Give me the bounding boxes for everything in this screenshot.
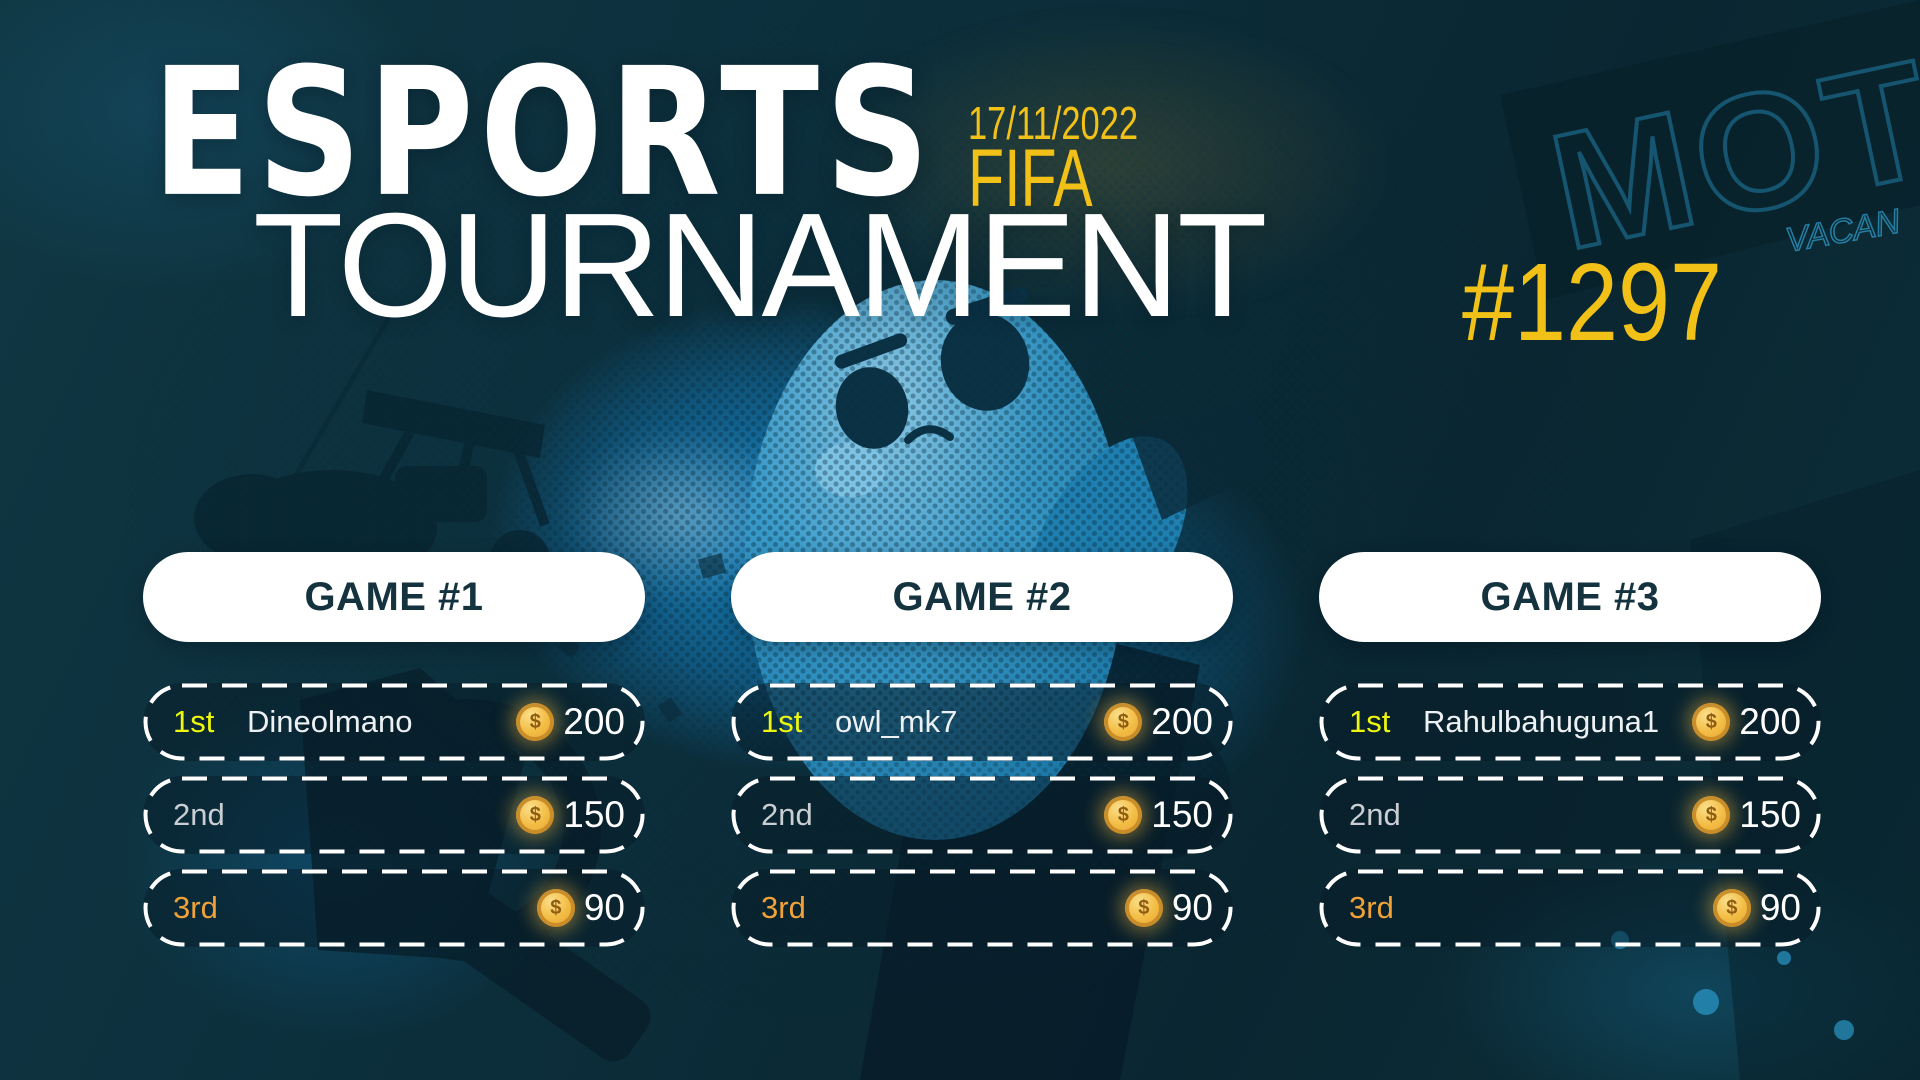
game-column-2: GAME #2 1st owl_mk7 $ 200 2nd $	[731, 552, 1233, 947]
prize-amount: 90	[583, 887, 625, 928]
prize-amount: 200	[1739, 701, 1801, 742]
prize-value: $ 90	[1712, 887, 1801, 929]
prize-value: $ 200	[1104, 701, 1213, 743]
tournament-number: #1297	[1462, 241, 1723, 364]
coin-icon: $	[536, 889, 575, 927]
prize-amount: 90	[1171, 887, 1213, 928]
poster-title-line1: ESPORTS	[152, 30, 936, 237]
coin-icon: $	[1104, 796, 1143, 834]
coin-icon: $	[516, 703, 555, 741]
featured-game-title: FIFA	[968, 133, 1093, 224]
place-label: 2nd	[1349, 797, 1401, 832]
prize-value: $ 90	[1124, 887, 1213, 929]
place-label: 3rd	[173, 890, 218, 925]
player-name: Rahulbahuguna1	[1423, 704, 1660, 739]
prize-row-3rd: 3rd $ 90	[731, 869, 1233, 947]
player-name: Dineolmano	[247, 704, 413, 739]
coin-icon: $	[1712, 889, 1751, 927]
prize-amount: 150	[1151, 794, 1213, 835]
prize-amount: 200	[1151, 701, 1213, 742]
game-header: GAME #2	[731, 552, 1233, 642]
player-name: owl_mk7	[835, 704, 958, 739]
prize-row-1st: 1st Dineolmano $ 200	[143, 683, 645, 761]
prize-row-1st: 1st owl_mk7 $ 200	[731, 683, 1233, 761]
poster-title-line2: TOURNAMENT	[253, 183, 1267, 348]
place-label: 2nd	[761, 797, 813, 832]
prize-amount: 200	[563, 701, 625, 742]
games-grid: GAME #1 1st Dineolmano $ 200 2nd $	[143, 552, 1821, 947]
event-date: 17/11/2022	[968, 97, 1139, 149]
place-label: 3rd	[761, 890, 806, 925]
prize-list: 1st Dineolmano $ 200 2nd $ 150	[143, 683, 645, 947]
coin-icon: $	[1692, 703, 1731, 741]
prize-value: $ 200	[1692, 701, 1801, 743]
coin-icon: $	[1692, 796, 1731, 834]
place-label: 3rd	[1349, 890, 1394, 925]
place-label: 2nd	[173, 797, 225, 832]
place-label: 1st	[761, 704, 803, 739]
prize-list: 1st Rahulbahuguna1 $ 200 2nd $ 150	[1319, 683, 1821, 947]
prize-list: 1st owl_mk7 $ 200 2nd $ 150	[731, 683, 1233, 947]
game-header: GAME #3	[1319, 552, 1821, 642]
coin-icon: $	[516, 796, 555, 834]
prize-value: $ 200	[516, 701, 625, 743]
prize-value: $ 90	[536, 887, 625, 929]
game-header: GAME #1	[143, 552, 645, 642]
prize-value: $ 150	[516, 794, 625, 836]
prize-value: $ 150	[1692, 794, 1801, 836]
kart-silhouette	[194, 310, 550, 590]
prize-amount: 90	[1759, 887, 1801, 928]
prize-row-3rd: 3rd $ 90	[143, 869, 645, 947]
prize-row-2nd: 2nd $ 150	[731, 776, 1233, 854]
prize-amount: 150	[563, 794, 625, 835]
prize-row-3rd: 3rd $ 90	[1319, 869, 1821, 947]
prize-row-2nd: 2nd $ 150	[1319, 776, 1821, 854]
game-column-3: GAME #3 1st Rahulbahuguna1 $ 200 2nd	[1319, 552, 1821, 947]
coin-icon: $	[1104, 703, 1143, 741]
game-column-1: GAME #1 1st Dineolmano $ 200 2nd $	[143, 552, 645, 947]
place-label: 1st	[1349, 704, 1391, 739]
place-label: 1st	[173, 704, 215, 739]
prize-amount: 150	[1739, 794, 1801, 835]
coin-icon: $	[1124, 889, 1163, 927]
prize-value: $ 150	[1104, 794, 1213, 836]
prize-row-2nd: 2nd $ 150	[143, 776, 645, 854]
prize-row-1st: 1st Rahulbahuguna1 $ 200	[1319, 683, 1821, 761]
